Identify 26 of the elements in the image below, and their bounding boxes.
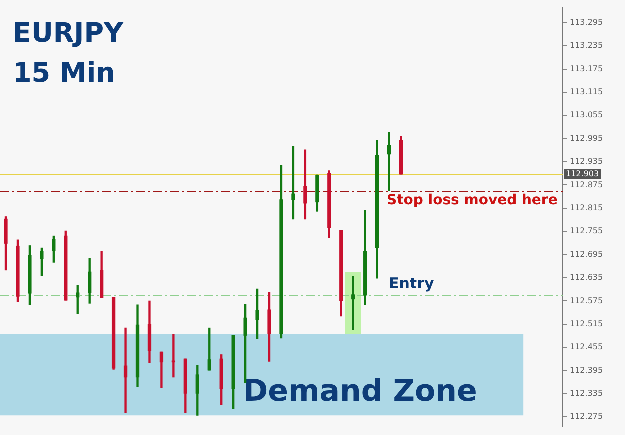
y-tick-label: 112.455	[570, 342, 604, 352]
y-tick-label: 112.755	[570, 226, 604, 236]
candlestick	[124, 328, 128, 414]
y-tick-label: 112.635	[570, 273, 604, 282]
y-tick-label: 112.515	[570, 319, 604, 328]
candlestick	[387, 132, 392, 192]
y-tick-label: 112.395	[570, 366, 604, 375]
y-tick-label: 112.335	[570, 389, 604, 398]
y-tick-label: 113.055	[570, 110, 604, 120]
text: 15 Min	[13, 58, 116, 89]
y-tick-label: 113.235	[570, 41, 604, 50]
y-tick-label: 112.275	[570, 412, 604, 422]
y-tick-label: 113.175	[570, 64, 604, 74]
ref-line-label: 112.903	[566, 169, 600, 178]
y-tick-label: 112.575	[570, 296, 604, 306]
y-tick-label: 112.995	[570, 134, 604, 143]
y-tick-label: 112.815	[570, 203, 604, 212]
y-tick-label: 112.935	[570, 157, 604, 166]
chart-title: EURJPY	[13, 18, 124, 49]
y-tick-label: 112.695	[570, 250, 604, 259]
band-label: Demand Zone	[243, 374, 478, 409]
ref-line-label: Entry	[389, 274, 434, 292]
y-tick-label: 112.875	[570, 180, 604, 190]
ref-line-label: Stop loss moved here	[387, 192, 558, 209]
y-tick-label: 113.115	[570, 88, 604, 97]
y-tick-label: 113.295	[570, 18, 604, 27]
